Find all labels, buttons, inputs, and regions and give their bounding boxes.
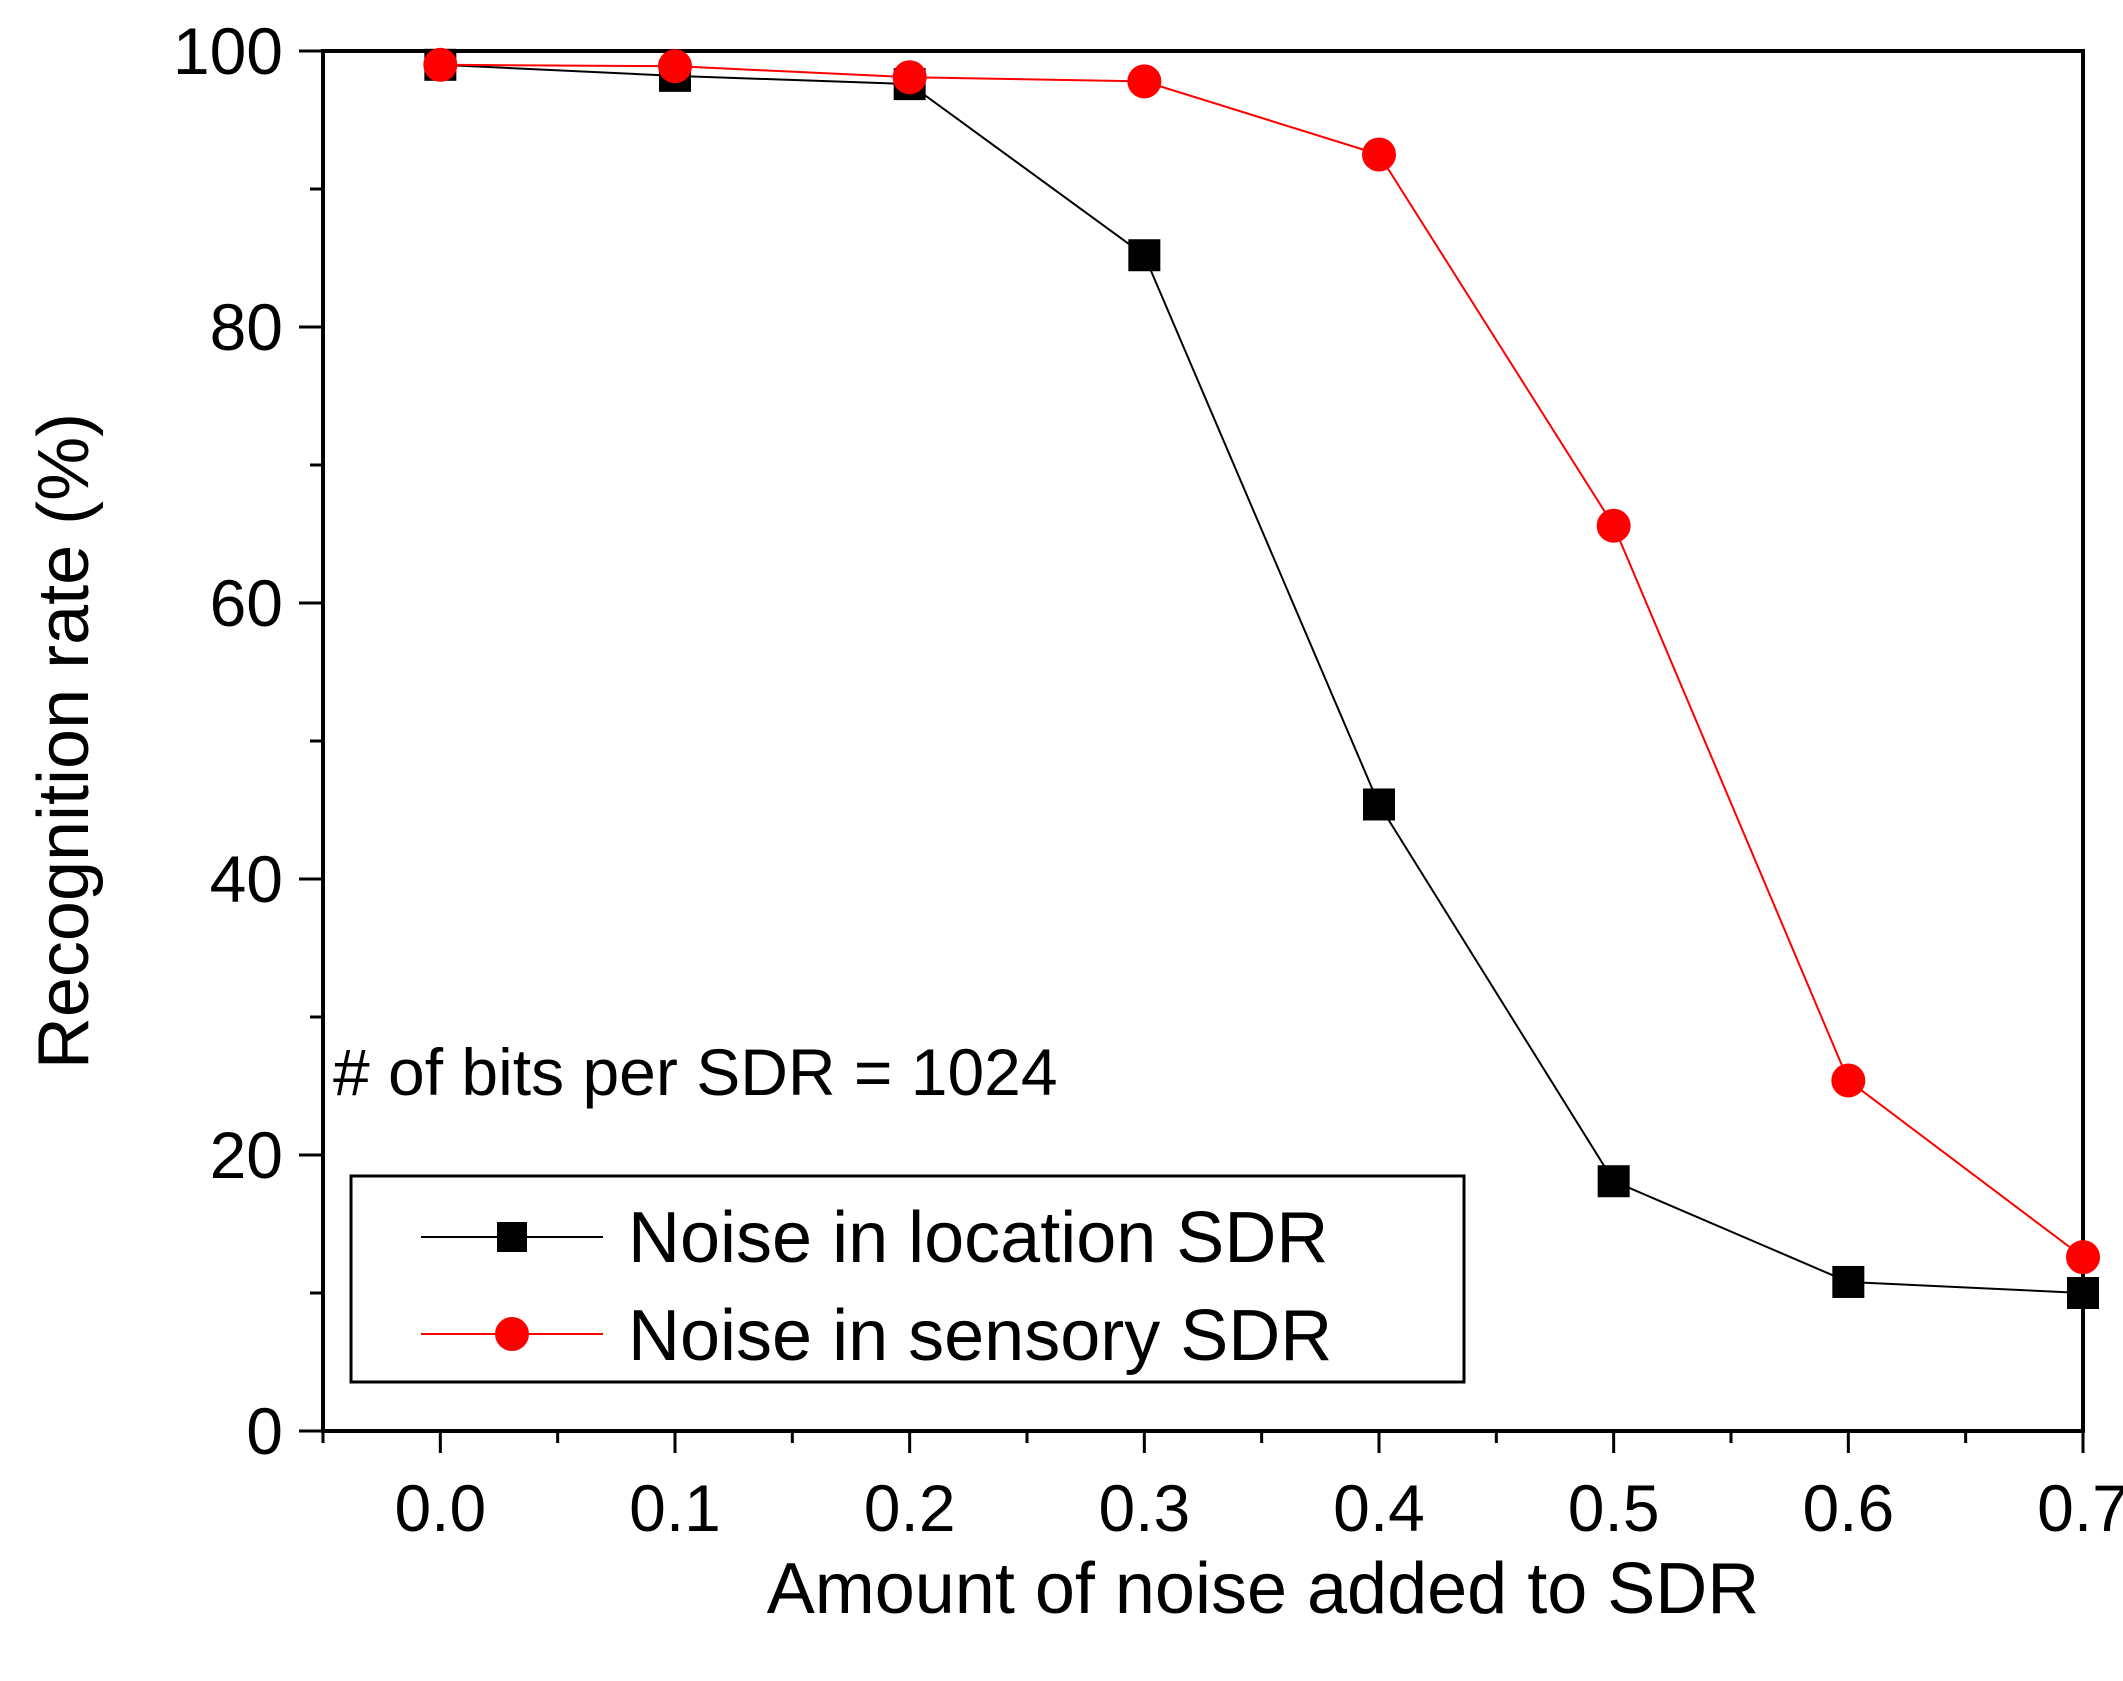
data-point (658, 49, 692, 84)
series-location (424, 48, 2099, 1309)
x-tick-label: 0.1 (629, 1471, 721, 1545)
data-point (1596, 508, 1631, 543)
data-point (1832, 1265, 1865, 1298)
x-tick-label: 0.6 (1802, 1471, 1894, 1545)
x-axis-ticks: 0.0 0.1 0.2 0.3 0.4 0.5 0.6 0.7 (321, 1431, 2123, 1545)
data-point (1128, 239, 1161, 272)
y-tick-label: 0 (246, 1394, 283, 1468)
y-tick-label: 100 (173, 14, 283, 88)
legend-label-location: Noise in location SDR (628, 1198, 1328, 1278)
series-line (440, 63, 2084, 1258)
data-point (1127, 64, 1162, 99)
series-sensory (423, 47, 2100, 1275)
data-point (423, 47, 458, 82)
y-tick-label: 80 (210, 290, 283, 364)
x-tick-label: 0.2 (864, 1471, 956, 1545)
series-layer (423, 47, 2100, 1309)
data-point (2067, 1277, 2099, 1309)
legend-marker-location (497, 1222, 527, 1252)
legend-label-sensory: Noise in sensory SDR (628, 1296, 1332, 1376)
data-point (2066, 1240, 2100, 1275)
legend: Noise in location SDR Noise in sensory S… (349, 1174, 1466, 1384)
y-tick-label: 60 (210, 566, 283, 640)
y-axis-title: Recognition rate (%) (24, 413, 104, 1069)
legend-box (349, 1174, 1466, 1384)
x-axis-title: Amount of noise added to SDR (767, 1549, 1760, 1629)
y-tick-label: 20 (210, 1118, 283, 1192)
x-tick-label: 0.7 (2037, 1471, 2123, 1545)
annotation-text: # of bits per SDR = 1024 (333, 1035, 1058, 1109)
data-point (1597, 1165, 1630, 1198)
y-axis-ticks: 0 20 40 60 80 100 (173, 14, 323, 1468)
x-tick-label: 0.3 (1098, 1471, 1190, 1545)
x-tick-label: 0.4 (1333, 1471, 1425, 1545)
data-point (892, 60, 927, 95)
y-tick-label: 40 (210, 842, 283, 916)
legend-marker-sensory (495, 1317, 529, 1351)
series-line (440, 63, 2084, 1294)
data-point (1363, 788, 1395, 821)
x-tick-label: 0.0 (394, 1471, 486, 1545)
data-point (1831, 1063, 1866, 1098)
x-tick-label: 0.5 (1568, 1471, 1660, 1545)
data-point (1362, 137, 1396, 172)
